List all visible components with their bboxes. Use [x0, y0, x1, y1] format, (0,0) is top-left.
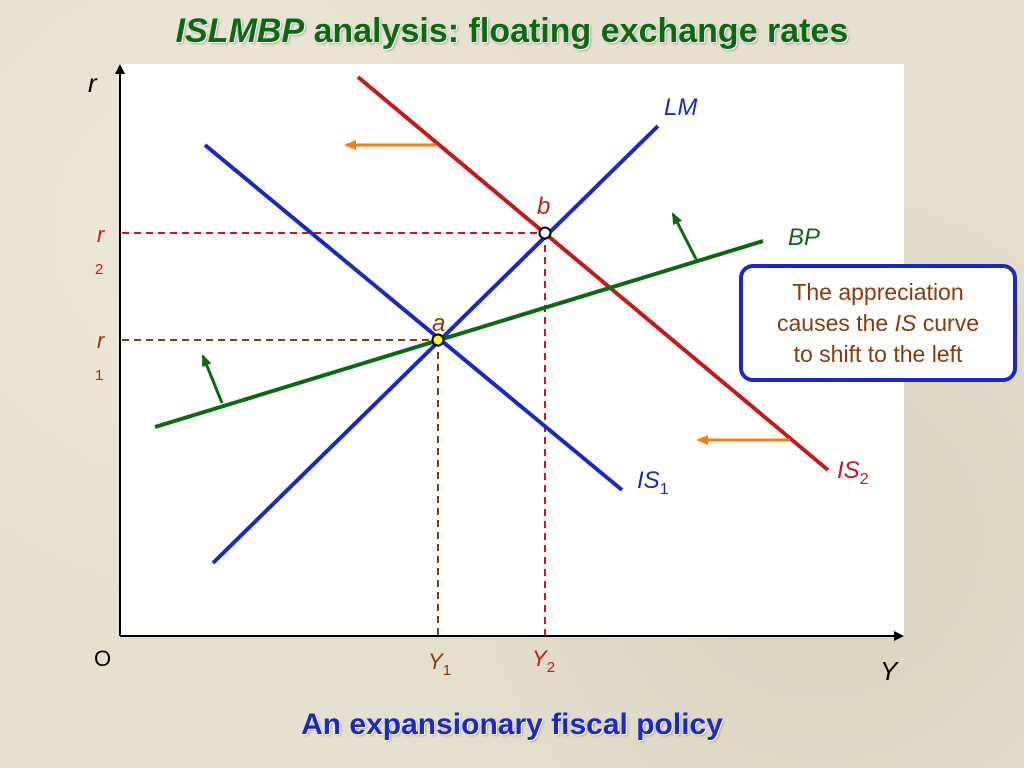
- is1-main: IS: [637, 467, 660, 494]
- title-italic: ISLMBP: [175, 12, 305, 50]
- point-a-marker: [431, 333, 445, 347]
- callout-line-1: The appreciation: [792, 278, 964, 305]
- explanation-callout: The appreciation causes the IS curve to …: [739, 264, 1017, 382]
- callout-line-3: to shift to the left: [793, 340, 963, 367]
- y1-subscript: 1: [443, 662, 451, 679]
- title-rest: analysis: floating exchange rates: [304, 12, 849, 50]
- callout-line-2-before: causes the: [776, 309, 895, 336]
- y1-label: Y1: [428, 649, 451, 679]
- lm-label: LM: [664, 94, 697, 121]
- callout-text: The appreciation causes the IS curve to …: [777, 277, 979, 370]
- y2-subscript: 2: [547, 659, 555, 676]
- point-a-label: a: [432, 310, 445, 337]
- bp-label: BP: [788, 224, 820, 251]
- origin-label: O: [94, 646, 111, 671]
- callout-line-2-italic: IS: [894, 309, 917, 336]
- bp-curve: [154, 239, 764, 429]
- is2-label: IS2: [837, 457, 869, 488]
- is2-subscript: 2: [860, 471, 869, 488]
- y2-main: Y: [532, 646, 548, 671]
- bp-arrow-right: [671, 212, 699, 262]
- point-b-label: b: [537, 193, 550, 220]
- r1-label: r: [97, 328, 106, 353]
- y2-label: Y2: [532, 646, 555, 676]
- is1-subscript: 1: [660, 481, 669, 498]
- slide-title: ISLMBP analysis: floating exchange rates: [0, 12, 1024, 51]
- r2-subscript: 2: [95, 261, 103, 278]
- callout-line-2-after: curve: [916, 309, 979, 336]
- slide-caption: An expansionary fiscal policy: [301, 708, 723, 741]
- is2-curve: [356, 75, 830, 472]
- y1-main: Y: [428, 649, 444, 674]
- r1-subscript: 1: [95, 367, 103, 384]
- y-axis-label: r: [88, 68, 98, 98]
- is1-label: IS1: [637, 467, 669, 498]
- x-axis-label: Y: [880, 656, 899, 686]
- point-b-marker: [538, 226, 552, 240]
- is1-curve: [203, 143, 624, 492]
- r2-label: r: [97, 222, 106, 247]
- bp-arrow-left: [201, 354, 224, 404]
- is2-main: IS: [837, 457, 860, 484]
